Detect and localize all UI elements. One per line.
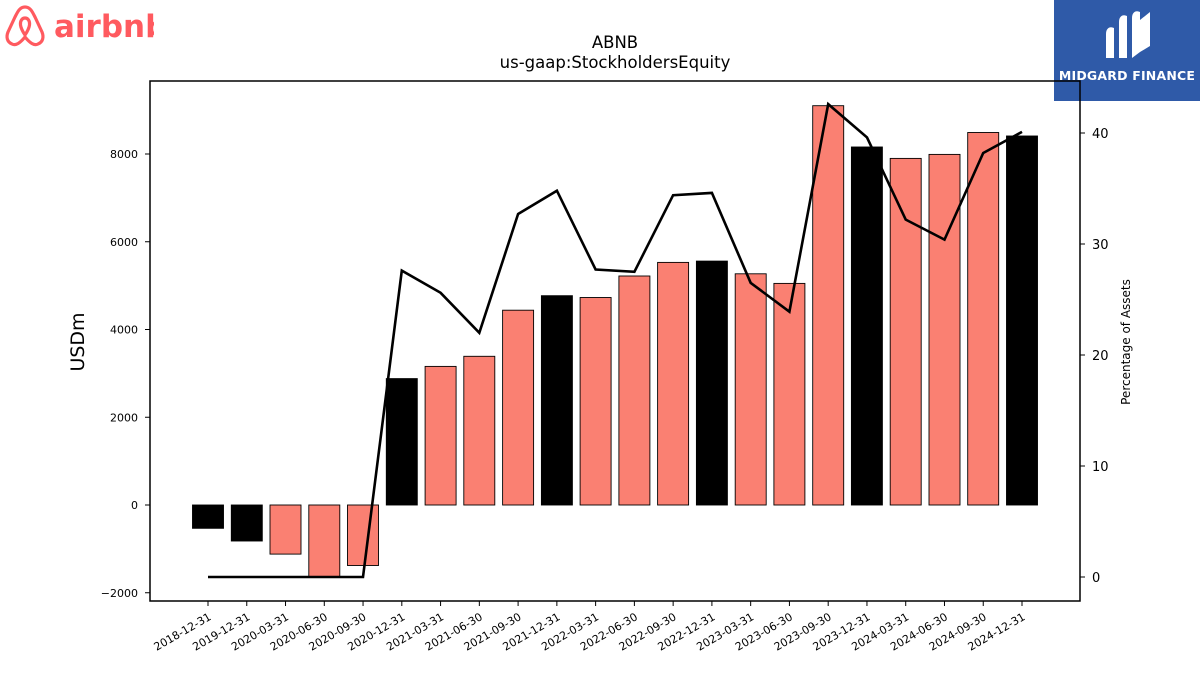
bar-2022-09-30 xyxy=(657,261,690,506)
bar-2021-06-30 xyxy=(463,355,496,506)
y2-tick-label: 20 xyxy=(1092,349,1109,364)
line-series xyxy=(208,101,1023,579)
bar-2019-12-31 xyxy=(230,504,263,542)
percentage-of-assets-line xyxy=(208,101,1023,579)
bar-2021-09-30 xyxy=(502,309,535,506)
bar-2021-12-31 xyxy=(540,295,573,506)
bar-2020-03-31 xyxy=(269,504,302,555)
airbnb-wordmark: airbnb xyxy=(54,9,154,45)
y2-tick-label: 10 xyxy=(1092,460,1109,475)
y2-axis-label: Percentage of Assets xyxy=(1119,279,1133,405)
bar-2023-06-30 xyxy=(773,282,806,506)
bar-2021-03-31 xyxy=(424,365,457,506)
midgard-finance-logo: MIDGARD FINANCE xyxy=(1054,0,1200,101)
y2-tick-label: 30 xyxy=(1092,238,1109,253)
bar-2020-06-30 xyxy=(308,504,341,578)
y2-tick-label: 0 xyxy=(1092,571,1100,586)
bar-2024-03-31 xyxy=(889,157,922,506)
y-tick-label: 4000 xyxy=(110,324,138,337)
plot-frame xyxy=(149,80,1081,602)
y-tick-label: 2000 xyxy=(110,411,138,424)
y2-axis: 0 10 20 30 40 xyxy=(1080,127,1109,586)
bar-2024-12-31 xyxy=(1006,135,1038,506)
bar-2020-12-31 xyxy=(385,378,418,506)
bar-2020-09-30 xyxy=(347,504,379,566)
bar-2023-12-31 xyxy=(850,146,883,506)
bar-2022-06-30 xyxy=(618,275,651,506)
midgard-emblem-icon xyxy=(1106,11,1150,58)
y-tick-label: 0 xyxy=(131,499,138,512)
midgard-finance-name: MIDGARD FINANCE xyxy=(1058,68,1196,83)
airbnb-belo-icon xyxy=(5,5,45,47)
bar-2024-06-30 xyxy=(928,153,961,506)
chart-title: ABNB xyxy=(592,33,638,52)
y2-tick-label: 40 xyxy=(1092,127,1109,142)
bar-2022-12-31 xyxy=(695,260,728,506)
x-axis: 2018-12-312019-12-312020-03-312020-06-30… xyxy=(152,601,1028,654)
y-axis: −2000 0 2000 4000 6000 8000 xyxy=(101,148,150,600)
bar-2023-03-31 xyxy=(734,273,767,506)
y-tick-label: 8000 xyxy=(110,148,138,161)
y-tick-label: 6000 xyxy=(110,236,138,249)
bar-2022-03-31 xyxy=(579,297,612,506)
airbnb-logo: airbnb xyxy=(5,5,154,47)
bar-2018-12-31 xyxy=(192,504,224,529)
y-tick-label: −2000 xyxy=(101,587,138,600)
bar-2024-09-30 xyxy=(967,132,1000,506)
y-axis-label: USDm xyxy=(67,312,89,371)
chart-subtitle: us-gaap:StockholdersEquity xyxy=(500,53,731,72)
bars xyxy=(192,105,1038,578)
